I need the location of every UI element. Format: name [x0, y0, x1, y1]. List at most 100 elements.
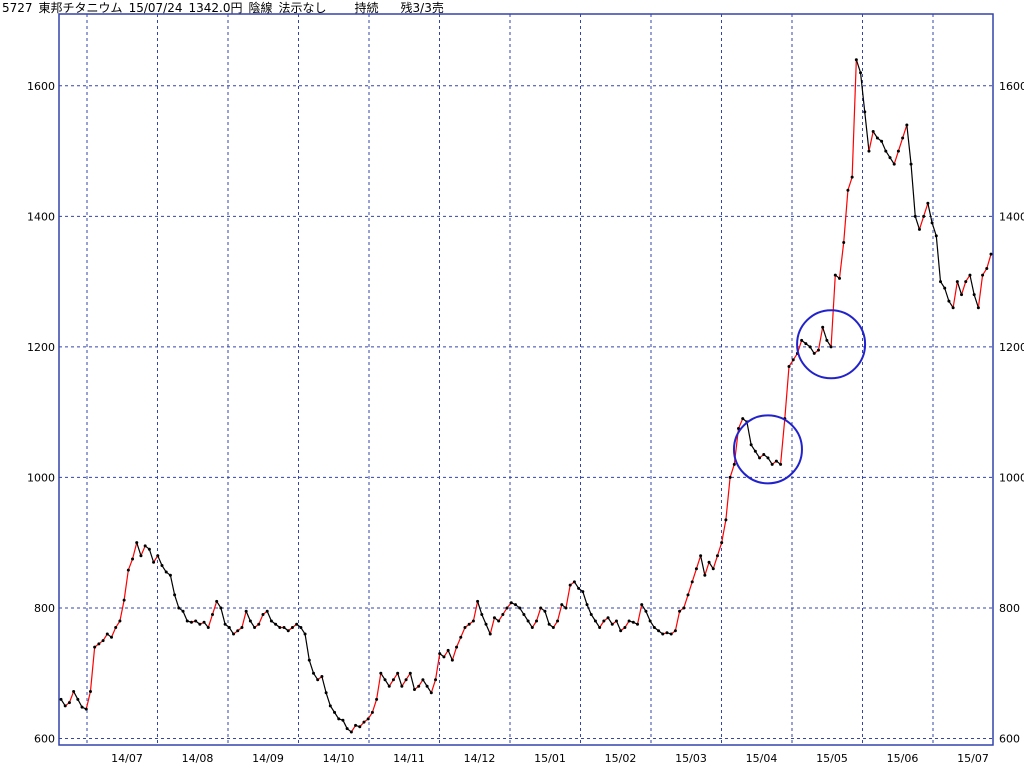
series-segment [918, 216, 925, 230]
data-point [787, 364, 791, 368]
data-point [909, 162, 913, 166]
series-segment [729, 464, 735, 478]
data-point [358, 725, 362, 729]
data-point [316, 678, 320, 682]
series-segment [935, 235, 942, 282]
data-point [156, 554, 160, 558]
series-segment [906, 124, 912, 165]
highlight-circle [796, 309, 867, 380]
data-point [118, 619, 122, 623]
data-point [606, 616, 610, 620]
data-point [362, 720, 366, 724]
series-segment [544, 611, 550, 625]
series-segment [704, 562, 710, 576]
series-segment [855, 59, 862, 73]
series-segment [851, 59, 857, 178]
series-segment [645, 610, 651, 622]
data-point [943, 286, 947, 290]
series-segment [977, 274, 984, 308]
series-segment [321, 676, 327, 693]
data-point [737, 426, 741, 430]
series-segment [430, 679, 437, 693]
status-text: 持続 [354, 1, 379, 15]
data-point [400, 684, 404, 688]
data-point [972, 293, 976, 297]
data-point [206, 626, 210, 630]
data-point [669, 632, 673, 636]
data-point [661, 632, 665, 636]
data-point [189, 620, 193, 624]
data-point [901, 136, 905, 140]
data-point [648, 619, 652, 623]
data-point [821, 325, 825, 329]
data-point [619, 629, 623, 633]
data-point [396, 671, 400, 675]
data-point [160, 564, 164, 568]
series-segment [952, 281, 958, 308]
series-segment [712, 555, 719, 569]
series-segment [447, 650, 453, 661]
series-segment [245, 610, 251, 622]
data-point [227, 626, 231, 630]
series-segment [868, 131, 874, 152]
data-point [450, 658, 454, 662]
series-segment [169, 575, 176, 596]
series-segment [864, 111, 870, 152]
y-tick-label-left: 800 [34, 602, 55, 615]
x-tick-label: 15/04 [746, 752, 778, 765]
data-point [560, 603, 564, 607]
data-point [888, 156, 892, 160]
candle-type: 陰線 [248, 1, 273, 15]
data-point [488, 632, 492, 636]
data-point [463, 626, 467, 630]
annotation-layer [732, 309, 867, 485]
series-segment [220, 607, 226, 625]
data-point [471, 619, 475, 623]
data-point [699, 554, 703, 558]
data-point [417, 684, 421, 688]
series-segment [838, 242, 845, 279]
series-segment [721, 519, 727, 543]
quote-date: 15/07/24 [128, 1, 183, 15]
data-point [223, 622, 227, 626]
data-point [248, 619, 252, 623]
data-point [833, 273, 837, 277]
series-segment [376, 673, 382, 700]
data-point [404, 678, 408, 682]
series-segment [843, 190, 849, 243]
series-segment [923, 203, 929, 217]
series-segment [434, 653, 441, 680]
data-point [551, 626, 555, 630]
data-point [854, 58, 858, 62]
series-segment [691, 568, 698, 583]
data-point [379, 671, 383, 675]
data-point [657, 629, 661, 633]
data-point [484, 622, 488, 626]
series-segment [304, 633, 310, 661]
grid-layer [59, 14, 993, 745]
data-point [383, 678, 387, 682]
data-point [105, 632, 109, 636]
series-segment [695, 555, 702, 569]
series-segment [615, 620, 622, 632]
data-point [846, 188, 850, 192]
data-point [930, 221, 934, 225]
data-point [476, 599, 480, 603]
data-point [324, 691, 328, 695]
data-point [812, 351, 816, 355]
data-point [665, 631, 669, 635]
data-point [867, 149, 871, 153]
series-segment [931, 222, 937, 237]
data-point [981, 273, 985, 277]
data-point [926, 201, 930, 205]
y-tick-label-right: 800 [999, 602, 1020, 615]
data-point [139, 554, 143, 558]
data-point [636, 622, 640, 626]
series-segment [342, 719, 348, 729]
data-point [59, 697, 63, 701]
data-point [589, 612, 593, 616]
x-tick-label: 15/03 [675, 752, 707, 765]
x-tick-label: 14/10 [323, 752, 355, 765]
points-layer [59, 58, 993, 734]
data-point [76, 697, 80, 701]
